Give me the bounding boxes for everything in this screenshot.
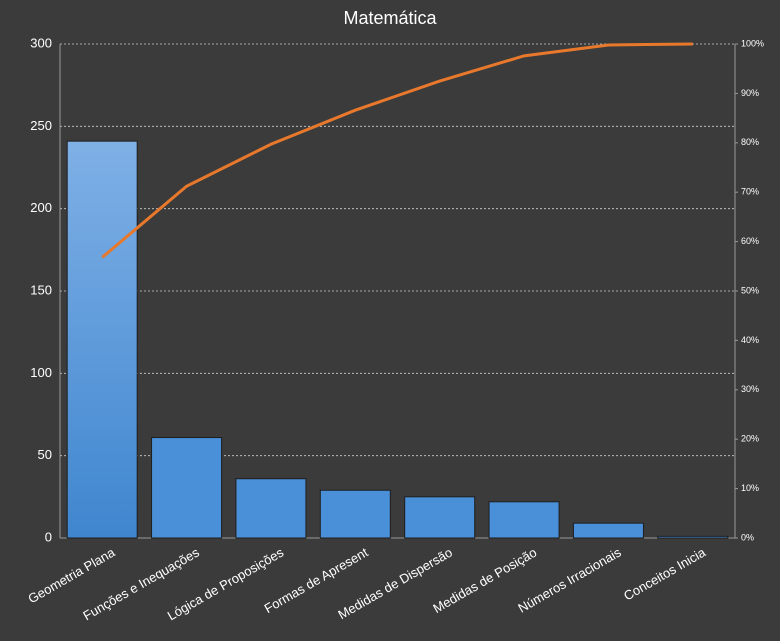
y-tick-label: 0 bbox=[45, 529, 52, 544]
bar bbox=[488, 501, 560, 539]
bar bbox=[66, 140, 138, 539]
y-tick-label: 50 bbox=[38, 447, 52, 462]
y2-tick-label: 50% bbox=[741, 285, 759, 295]
y2-tick-label: 70% bbox=[741, 187, 759, 197]
y2-tick-label: 100% bbox=[741, 38, 764, 48]
y2-tick-label: 60% bbox=[741, 236, 759, 246]
bar bbox=[404, 496, 476, 539]
y2-tick-label: 0% bbox=[741, 532, 754, 542]
y2-tick-label: 80% bbox=[741, 137, 759, 147]
y-tick-label: 250 bbox=[30, 118, 52, 133]
y-tick-label: 150 bbox=[30, 282, 52, 297]
y2-tick-label: 90% bbox=[741, 88, 759, 98]
bar bbox=[319, 489, 391, 539]
bar bbox=[235, 478, 307, 539]
bar bbox=[572, 522, 644, 539]
bar bbox=[657, 535, 729, 539]
bar bbox=[151, 437, 223, 539]
y2-tick-label: 20% bbox=[741, 434, 759, 444]
y-tick-label: 100 bbox=[30, 365, 52, 380]
y-tick-label: 300 bbox=[30, 35, 52, 50]
chart-title: Matemática bbox=[343, 8, 437, 28]
y2-tick-label: 10% bbox=[741, 483, 759, 493]
cumulative-line bbox=[101, 42, 693, 259]
y2-tick-label: 30% bbox=[741, 384, 759, 394]
y2-tick-label: 40% bbox=[741, 335, 759, 345]
y-tick-label: 200 bbox=[30, 200, 52, 215]
